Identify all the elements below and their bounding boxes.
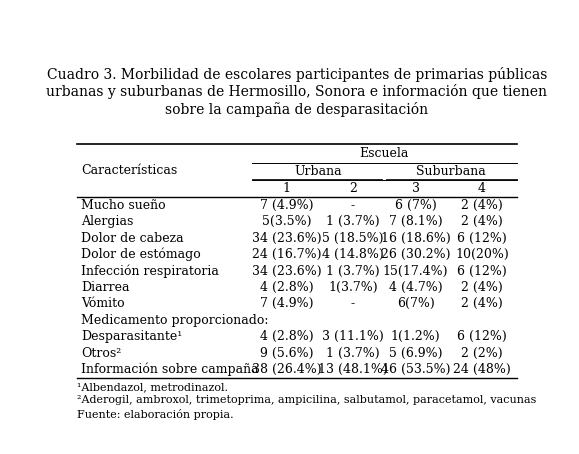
Text: 7 (4.9%): 7 (4.9%) bbox=[260, 297, 313, 311]
Text: 4 (4.7%): 4 (4.7%) bbox=[389, 281, 442, 294]
Text: 6(7%): 6(7%) bbox=[397, 297, 434, 311]
Text: 9 (5.6%): 9 (5.6%) bbox=[260, 347, 313, 360]
Text: Alergias: Alergias bbox=[81, 215, 134, 228]
Text: 5 (6.9%): 5 (6.9%) bbox=[389, 347, 442, 360]
Text: Diarrea: Diarrea bbox=[81, 281, 130, 294]
Text: Mucho sueño: Mucho sueño bbox=[81, 199, 166, 212]
Text: Dolor de cabeza: Dolor de cabeza bbox=[81, 232, 184, 245]
Text: 6 (12%): 6 (12%) bbox=[457, 330, 507, 343]
Text: Infección respiratoria: Infección respiratoria bbox=[81, 264, 219, 278]
Text: 2 (4%): 2 (4%) bbox=[461, 297, 503, 311]
Text: ²Aderogil, ambroxol, trimetoprima, ampicilina, salbutamol, paracetamol, vacunas: ²Aderogil, ambroxol, trimetoprima, ampic… bbox=[77, 395, 536, 405]
Text: 5(3.5%): 5(3.5%) bbox=[262, 215, 312, 228]
Text: 2 (4%): 2 (4%) bbox=[461, 215, 503, 228]
Text: 46 (53.5%): 46 (53.5%) bbox=[381, 363, 450, 376]
Text: Características: Características bbox=[81, 164, 178, 177]
Text: Información sobre campaña: Información sobre campaña bbox=[81, 363, 259, 376]
Text: 24 (48%): 24 (48%) bbox=[453, 363, 511, 376]
Text: 4 (2.8%): 4 (2.8%) bbox=[260, 330, 313, 343]
Text: Dolor de estómago: Dolor de estómago bbox=[81, 248, 201, 262]
Text: 38 (26.4%): 38 (26.4%) bbox=[252, 363, 321, 376]
Text: 2 (4%): 2 (4%) bbox=[461, 281, 503, 294]
Text: 4 (14.8%): 4 (14.8%) bbox=[322, 248, 384, 261]
Text: 34 (23.6%): 34 (23.6%) bbox=[252, 265, 321, 277]
Text: 1 (3.7%): 1 (3.7%) bbox=[326, 347, 380, 360]
Text: Urbana: Urbana bbox=[294, 165, 342, 178]
Text: 2: 2 bbox=[349, 182, 357, 195]
Text: -: - bbox=[351, 297, 355, 311]
Text: Escuela: Escuela bbox=[360, 147, 409, 160]
Text: 5 (18.5%): 5 (18.5%) bbox=[322, 232, 383, 245]
Text: 3: 3 bbox=[412, 182, 420, 195]
Text: 16 (18.6%): 16 (18.6%) bbox=[381, 232, 450, 245]
Text: Fuente: elaboración propia.: Fuente: elaboración propia. bbox=[77, 409, 233, 419]
Text: 4: 4 bbox=[478, 182, 486, 195]
Text: 15(17.4%): 15(17.4%) bbox=[383, 265, 448, 277]
Text: 2 (4%): 2 (4%) bbox=[461, 199, 503, 212]
Text: 6 (7%): 6 (7%) bbox=[395, 199, 437, 212]
Text: 2 (2%): 2 (2%) bbox=[461, 347, 503, 360]
Text: 1 (3.7%): 1 (3.7%) bbox=[326, 265, 380, 277]
Text: Medicamento proporcionado:: Medicamento proporcionado: bbox=[81, 314, 269, 327]
Text: 6 (12%): 6 (12%) bbox=[457, 265, 507, 277]
Text: Suburbana: Suburbana bbox=[416, 165, 485, 178]
Text: 26 (30.2%): 26 (30.2%) bbox=[381, 248, 450, 261]
Text: 6 (12%): 6 (12%) bbox=[457, 232, 507, 245]
Text: 7 (8.1%): 7 (8.1%) bbox=[389, 215, 442, 228]
Text: 7 (4.9%): 7 (4.9%) bbox=[260, 199, 313, 212]
Text: 1 (3.7%): 1 (3.7%) bbox=[326, 215, 380, 228]
Text: Desparasitante¹: Desparasitante¹ bbox=[81, 330, 182, 343]
Text: 1(3.7%): 1(3.7%) bbox=[328, 281, 378, 294]
Text: 13 (48.1%): 13 (48.1%) bbox=[318, 363, 388, 376]
Text: Cuadro 3. Morbilidad de escolares participantes de primarias públicas
urbanas y : Cuadro 3. Morbilidad de escolares partic… bbox=[46, 67, 547, 117]
Text: 34 (23.6%): 34 (23.6%) bbox=[252, 232, 321, 245]
Text: 1: 1 bbox=[283, 182, 291, 195]
Text: -: - bbox=[351, 199, 355, 212]
Text: 3 (11.1%): 3 (11.1%) bbox=[322, 330, 384, 343]
Text: 1(1.2%): 1(1.2%) bbox=[391, 330, 441, 343]
Text: 10(20%): 10(20%) bbox=[455, 248, 509, 261]
Text: Otros²: Otros² bbox=[81, 347, 122, 360]
Text: Vómito: Vómito bbox=[81, 297, 125, 311]
Text: 24 (16.7%): 24 (16.7%) bbox=[252, 248, 321, 261]
Text: ¹Albendazol, metrodinazol.: ¹Albendazol, metrodinazol. bbox=[77, 382, 228, 392]
Text: 4 (2.8%): 4 (2.8%) bbox=[260, 281, 313, 294]
